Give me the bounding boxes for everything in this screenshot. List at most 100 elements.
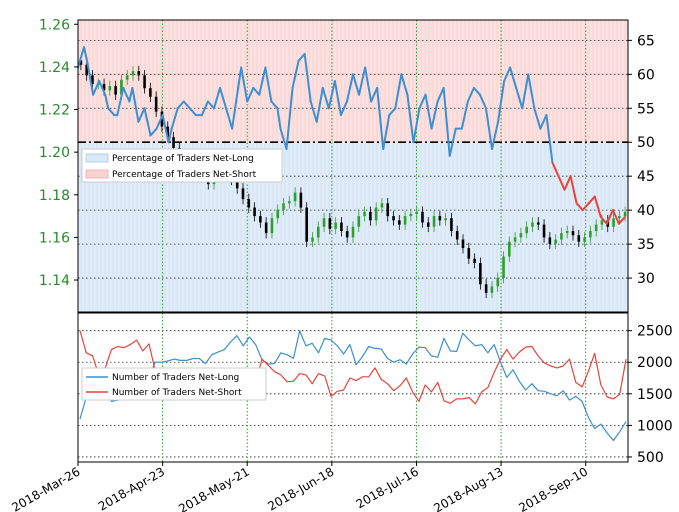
pct-net-long-segment [364,66,373,103]
price-candle-body [589,231,592,238]
pct-net-long-segment [497,80,506,123]
price-candle-body [398,220,401,225]
pct-net-long-segment [327,80,336,110]
pct-net-long-segment [370,86,379,103]
price-candle-body [409,213,413,217]
price-candle-body [513,237,517,242]
pct-net-long-segment [143,107,152,137]
pct-tick-label: 45 [637,169,655,185]
pct-net-long-segment [509,66,518,89]
date-tick-label: 2018-Aug-13 [431,464,505,512]
price-candle-body [91,75,94,84]
price-candle-body [137,71,141,76]
price-candle-body [444,218,447,221]
pct-net-long-segment [382,114,391,151]
pct-net-long-segment [611,209,620,225]
price-candle-body [369,211,372,221]
pct-net-long-segment [240,66,249,103]
count-tick-label: 1000 [637,418,673,434]
pct-net-long-segment [83,46,89,62]
pct-net-long-segment [388,107,397,117]
pct-net-long-segment [551,161,560,178]
price-candle-body [85,64,88,76]
price-candle-body [432,216,436,227]
price-candle-body [536,222,540,225]
legend-label-net-short: Percentage of Traders Net-Short [112,170,257,180]
price-tick-label: 1.26 [39,17,70,33]
price-candle-body [600,220,604,225]
price-candle-body [508,241,511,257]
count-tick-label: 2500 [637,324,673,340]
sentiment-price-panel: 1.14 1.16 1.18 1.20 1.22 1.24 1.26 30 35 40 45 50 55… [39,17,655,313]
price-candle-body [403,216,407,225]
price-candle-body [253,207,256,217]
price-candle-body [357,216,361,227]
pct-net-long-segment [491,120,500,151]
pct-net-long-segment [321,86,330,110]
pct-tick-label: 40 [637,203,655,219]
legend-swatch-net-long [85,153,109,163]
price-candle-body [531,222,534,227]
pct-net-long-segment [297,52,306,62]
price-candle-body [166,126,170,138]
pct-net-long-segment [593,195,602,218]
pct-net-long-segment [270,100,279,110]
pct-net-long-segment [569,175,578,205]
pct-net-long-segment [545,114,554,164]
pct-net-long-segment [188,107,197,117]
price-candle-body [426,222,430,227]
price-candle-body [131,71,135,76]
pct-tick-label: 50 [637,135,655,151]
pct-net-long-segment [345,73,354,103]
pct-net-long-segment [575,202,584,212]
count-tick-label: 1500 [637,387,673,403]
pct-net-long-segment [176,100,185,110]
price-candle-body [386,203,390,217]
pct-net-long-segment [521,73,530,110]
date-tick-label: 2018-Jul-16 [354,464,421,511]
price-candle-body [172,137,175,148]
pct-tick-label: 30 [637,271,655,287]
pct-net-long-segment [472,86,481,96]
price-candle-body [363,211,366,217]
pct-net-long-segment [533,107,542,130]
pct-tick-label: 35 [637,237,655,253]
price-candle-body [542,224,546,238]
pct-tick-label: 65 [637,33,655,49]
price-candle-body [438,216,442,221]
pct-net-long-segment [291,59,300,89]
pct-net-long-segment [77,46,86,69]
price-candle-body [305,207,308,242]
price-candle-body [247,199,251,208]
pct-net-long-segment [237,66,243,89]
date-tick-label: 2018-Sep-10 [516,464,590,512]
price-candle-body [120,79,123,95]
pct-net-long-segment [333,80,342,117]
legend-count-label-net-long: Number of Traders Net-Long [112,373,239,383]
price-candle-body [490,286,494,293]
price-candle-body [351,226,355,238]
price-tick-label: 1.22 [39,103,70,119]
bottom-panel-frame [77,312,629,463]
price-candle-body [560,233,563,240]
pct-net-long-segment [557,175,566,191]
pct-net-long-segment [418,93,427,110]
legend-trader-count: Number of Traders Net-Long Number of Tra… [81,367,267,401]
legend-label-net-long: Percentage of Traders Net-Long [112,154,254,164]
top-panel-frame [77,19,629,313]
pct-net-long-segment [225,107,234,130]
price-candle-body [334,222,337,229]
price-candle-body [479,262,482,285]
pct-net-long-segment [137,107,146,123]
price-candle-body [108,86,112,91]
pct-net-long-segment [587,195,596,205]
pct-net-long-segment [212,86,222,110]
date-tick-label: 2018-Apr-23 [96,464,167,512]
pct-net-long-segment [219,86,228,110]
pct-net-long-segment [200,100,209,117]
legend-count-label-net-short: Number of Traders Net-Short [112,388,242,398]
pct-net-long-segment [478,93,487,110]
pct-net-long-segment [104,93,110,110]
pct-net-long-segment [279,127,288,151]
pct-net-long-segment [167,127,173,144]
